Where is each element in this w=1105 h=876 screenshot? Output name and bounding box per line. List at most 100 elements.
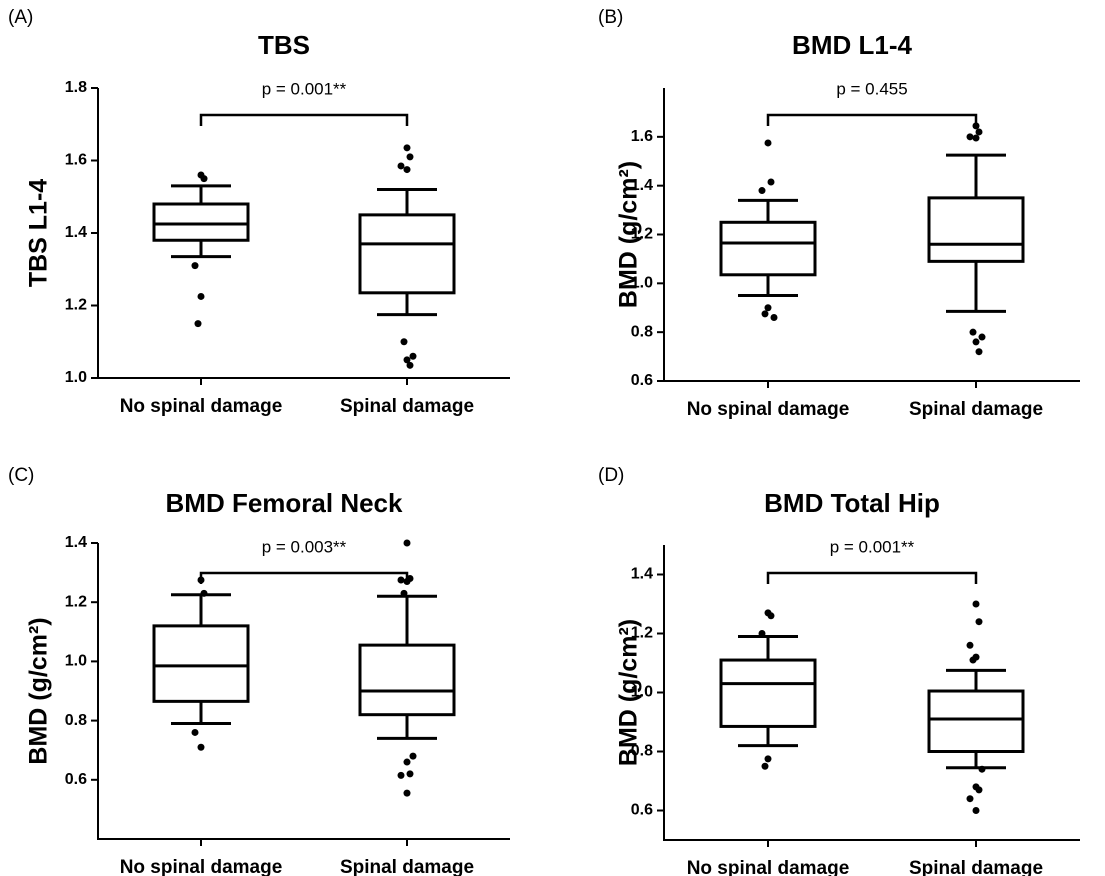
outlier (969, 656, 977, 664)
outlier (975, 618, 983, 626)
y-tick-label: 1.2 (65, 593, 87, 610)
chart-title: BMD L1-4 (792, 30, 912, 60)
significance-bracket (766, 113, 978, 126)
y-tick-label: 0.6 (631, 802, 653, 819)
outlier (409, 352, 417, 360)
y-tick-label: 0.6 (65, 771, 87, 788)
y-tick-label: 1.8 (65, 79, 87, 96)
outlier (403, 356, 411, 364)
y-tick-label: 1.0 (65, 653, 87, 670)
significance-bracket (766, 571, 978, 584)
chart-title: BMD Femoral Neck (166, 488, 403, 518)
y-axis-label: BMD (g/cm²) (25, 617, 53, 764)
outlier (397, 162, 405, 170)
outlier (975, 128, 983, 136)
outlier (761, 762, 769, 770)
outlier (197, 743, 205, 751)
outlier (403, 789, 411, 797)
y-tick-label: 1.4 (631, 566, 653, 583)
significance-bracket (199, 113, 409, 126)
outlier (966, 795, 974, 803)
x-tick-label: No spinal damage (687, 858, 850, 876)
outlier (397, 576, 405, 584)
outlier (397, 771, 405, 779)
panel-label: (C) (8, 465, 34, 486)
box (358, 213, 456, 295)
y-tick-label: 0.8 (631, 743, 653, 760)
outlier (406, 153, 414, 161)
outlier (978, 765, 986, 773)
outlier (761, 310, 769, 318)
outlier (200, 175, 208, 183)
y-tick-label: 0.6 (631, 372, 653, 389)
y-tick-label: 1.0 (631, 275, 653, 292)
outlier (966, 133, 974, 141)
significance-bracket (199, 571, 409, 584)
p-value-annotation: p = 0.001** (830, 537, 915, 556)
outlier (403, 166, 411, 174)
y-tick-label: 0.8 (65, 712, 87, 729)
outlier (972, 338, 980, 346)
outlier (406, 361, 414, 369)
y-axis-label: TBS L1-4 (25, 179, 53, 287)
y-tick-label: 1.2 (631, 226, 653, 243)
y-tick-label: 1.6 (631, 128, 653, 145)
outlier (403, 539, 411, 547)
p-value-annotation: p = 0.455 (836, 79, 907, 98)
outlier (972, 807, 980, 814)
box (927, 196, 1025, 263)
panel-label: (D) (598, 465, 624, 486)
y-tick-label: 1.0 (631, 684, 653, 701)
outlier (403, 144, 411, 152)
x-tick-label: Spinal damage (340, 396, 474, 417)
outlier (972, 134, 980, 142)
outlier (191, 728, 199, 736)
outlier (767, 178, 775, 186)
outlier (758, 630, 766, 637)
x-tick-label: No spinal damage (687, 399, 850, 420)
y-tick-label: 1.2 (631, 625, 653, 642)
panel-label: (B) (598, 7, 623, 28)
outlier (194, 320, 202, 328)
y-tick-label: 1.4 (631, 177, 653, 194)
x-tick-label: No spinal damage (120, 396, 283, 417)
y-tick-label: 1.2 (65, 297, 87, 314)
box (719, 658, 817, 728)
box (152, 624, 250, 703)
outlier (978, 333, 986, 341)
y-axis-label: BMD (g/cm²) (615, 161, 643, 308)
chart-title: TBS (258, 30, 310, 60)
outlier (403, 758, 411, 766)
y-tick-label: 0.8 (631, 323, 653, 340)
outlier (767, 612, 775, 620)
box (152, 202, 250, 242)
outlier (409, 752, 417, 760)
panel-label: (A) (8, 7, 33, 28)
outlier (966, 641, 974, 649)
outlier (400, 589, 408, 597)
outlier (975, 786, 983, 794)
outlier (191, 262, 199, 270)
x-tick-label: Spinal damage (340, 857, 474, 876)
outlier (975, 348, 983, 356)
outlier (197, 292, 205, 300)
outlier (969, 328, 977, 336)
outlier (400, 338, 408, 346)
p-value-annotation: p = 0.003** (262, 537, 347, 556)
y-tick-label: 1.4 (65, 224, 87, 241)
y-axis-label: BMD (g/cm²) (615, 619, 643, 766)
y-tick-label: 1.4 (65, 534, 87, 551)
outlier (200, 589, 208, 597)
outlier (406, 770, 414, 778)
outlier (764, 139, 772, 147)
x-tick-label: No spinal damage (120, 857, 283, 876)
outlier (972, 600, 980, 608)
outlier (758, 187, 766, 195)
outlier (764, 304, 772, 312)
x-tick-label: Spinal damage (909, 858, 1043, 876)
y-tick-label: 1.6 (65, 152, 87, 169)
chart-title: BMD Total Hip (764, 488, 940, 518)
p-value-annotation: p = 0.001** (262, 79, 347, 98)
y-tick-label: 1.0 (65, 369, 87, 386)
